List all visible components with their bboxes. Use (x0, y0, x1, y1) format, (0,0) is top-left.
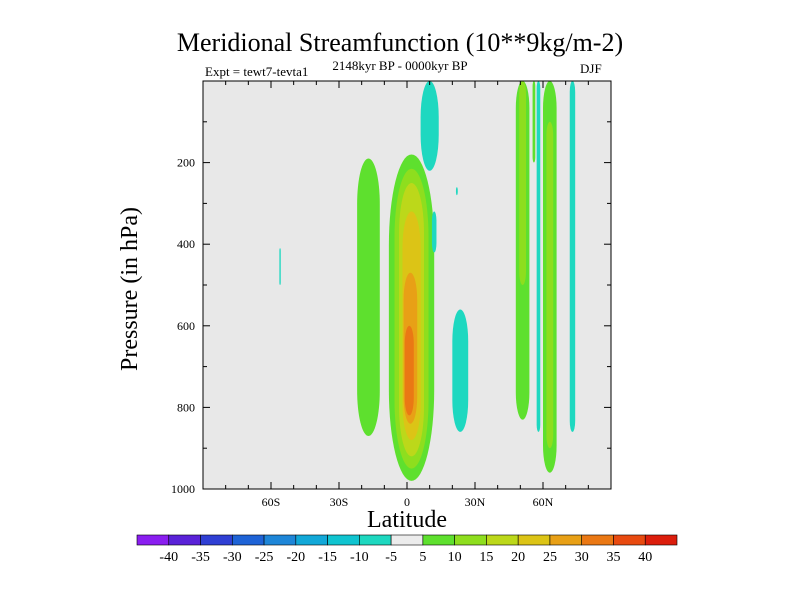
contour-region-10 (519, 81, 526, 285)
contour-region-8 (452, 309, 469, 432)
colorbar-label: -25 (255, 550, 274, 565)
colorbar-box-1 (168, 534, 201, 546)
colorbar-box-6 (327, 534, 360, 546)
colorbar-box-8 (390, 534, 424, 546)
contour-fills (279, 81, 576, 481)
y-tick-label: 600 (177, 319, 195, 333)
contour-region-16 (279, 248, 281, 285)
contour-region-18 (431, 211, 437, 253)
x-tick-label: 0 (404, 495, 410, 509)
chart-subtitle-center: 2148kyr BP - 0000kyr BP (332, 58, 468, 73)
colorbar-box-3 (231, 534, 265, 546)
colorbar-box-11 (486, 534, 519, 546)
plot-area: 60S 30S 0 30N 60N 200 400 600 800 1000 (171, 80, 612, 509)
colorbar-label: 15 (479, 550, 493, 565)
colorbar-box-4 (263, 534, 297, 546)
colorbar-box-5 (295, 534, 328, 546)
colorbar-label: 35 (606, 550, 620, 565)
contour-region-11 (532, 81, 536, 163)
colorbar-box-16 (644, 534, 678, 546)
colorbar-label: 10 (448, 550, 462, 565)
colorbar-label: 40 (638, 550, 652, 565)
chart-subtitle-left: Expt = tewt7-tevta1 (205, 64, 309, 79)
contour-region-15 (569, 81, 576, 432)
colorbar-label: -15 (318, 550, 337, 565)
colorbar-box-0 (136, 534, 170, 546)
colorbar-label: -35 (191, 550, 210, 565)
x-tick-label: 60S (262, 495, 281, 509)
chart-subtitle-right: DJF (580, 61, 602, 76)
colorbar-box-9 (422, 534, 455, 546)
colorbar-label: 30 (575, 550, 589, 565)
colorbar-box-15 (613, 534, 646, 546)
chart-title: Meridional Streamfunction (10**9kg/m-2) (176, 28, 624, 57)
colorbar: -40 -35 -30 -25 -20 -15 -10 -5 5 10 15 20 25 30 35 40 (136, 534, 678, 565)
y-tick-label: 400 (177, 237, 195, 251)
y-tick-label: 200 (177, 156, 195, 170)
colorbar-label: -30 (223, 550, 242, 565)
colorbar-label: -5 (385, 550, 397, 565)
colorbar-label: -20 (286, 550, 305, 565)
x-axis-label: Latitude (367, 507, 447, 533)
contour-region-12 (536, 81, 541, 432)
contour-region-7 (420, 81, 439, 171)
contour-region-0 (357, 158, 380, 436)
x-tick-label: 30S (330, 495, 349, 509)
x-tick-label: 60N (533, 495, 554, 509)
x-tick-label: 30N (465, 495, 486, 509)
contour-region-17 (455, 187, 458, 196)
colorbar-label: -40 (159, 550, 178, 565)
colorbar-box-12 (517, 534, 551, 546)
colorbar-label: 25 (543, 550, 557, 565)
colorbar-label: 20 (511, 550, 525, 565)
contour-region-6 (404, 325, 414, 416)
y-axis-label: Pressure (in hPa) (117, 207, 143, 371)
colorbar-box-14 (581, 534, 614, 546)
y-tick-label: 800 (177, 400, 195, 414)
colorbar-box-7 (359, 534, 392, 546)
y-tick-label: 1000 (171, 482, 195, 496)
colorbar-label: -10 (350, 550, 369, 565)
contour-region-14 (546, 121, 554, 449)
colorbar-box-13 (549, 534, 583, 546)
colorbar-label: 5 (419, 550, 426, 565)
colorbar-box-2 (200, 534, 233, 546)
colorbar-box-10 (454, 534, 487, 546)
